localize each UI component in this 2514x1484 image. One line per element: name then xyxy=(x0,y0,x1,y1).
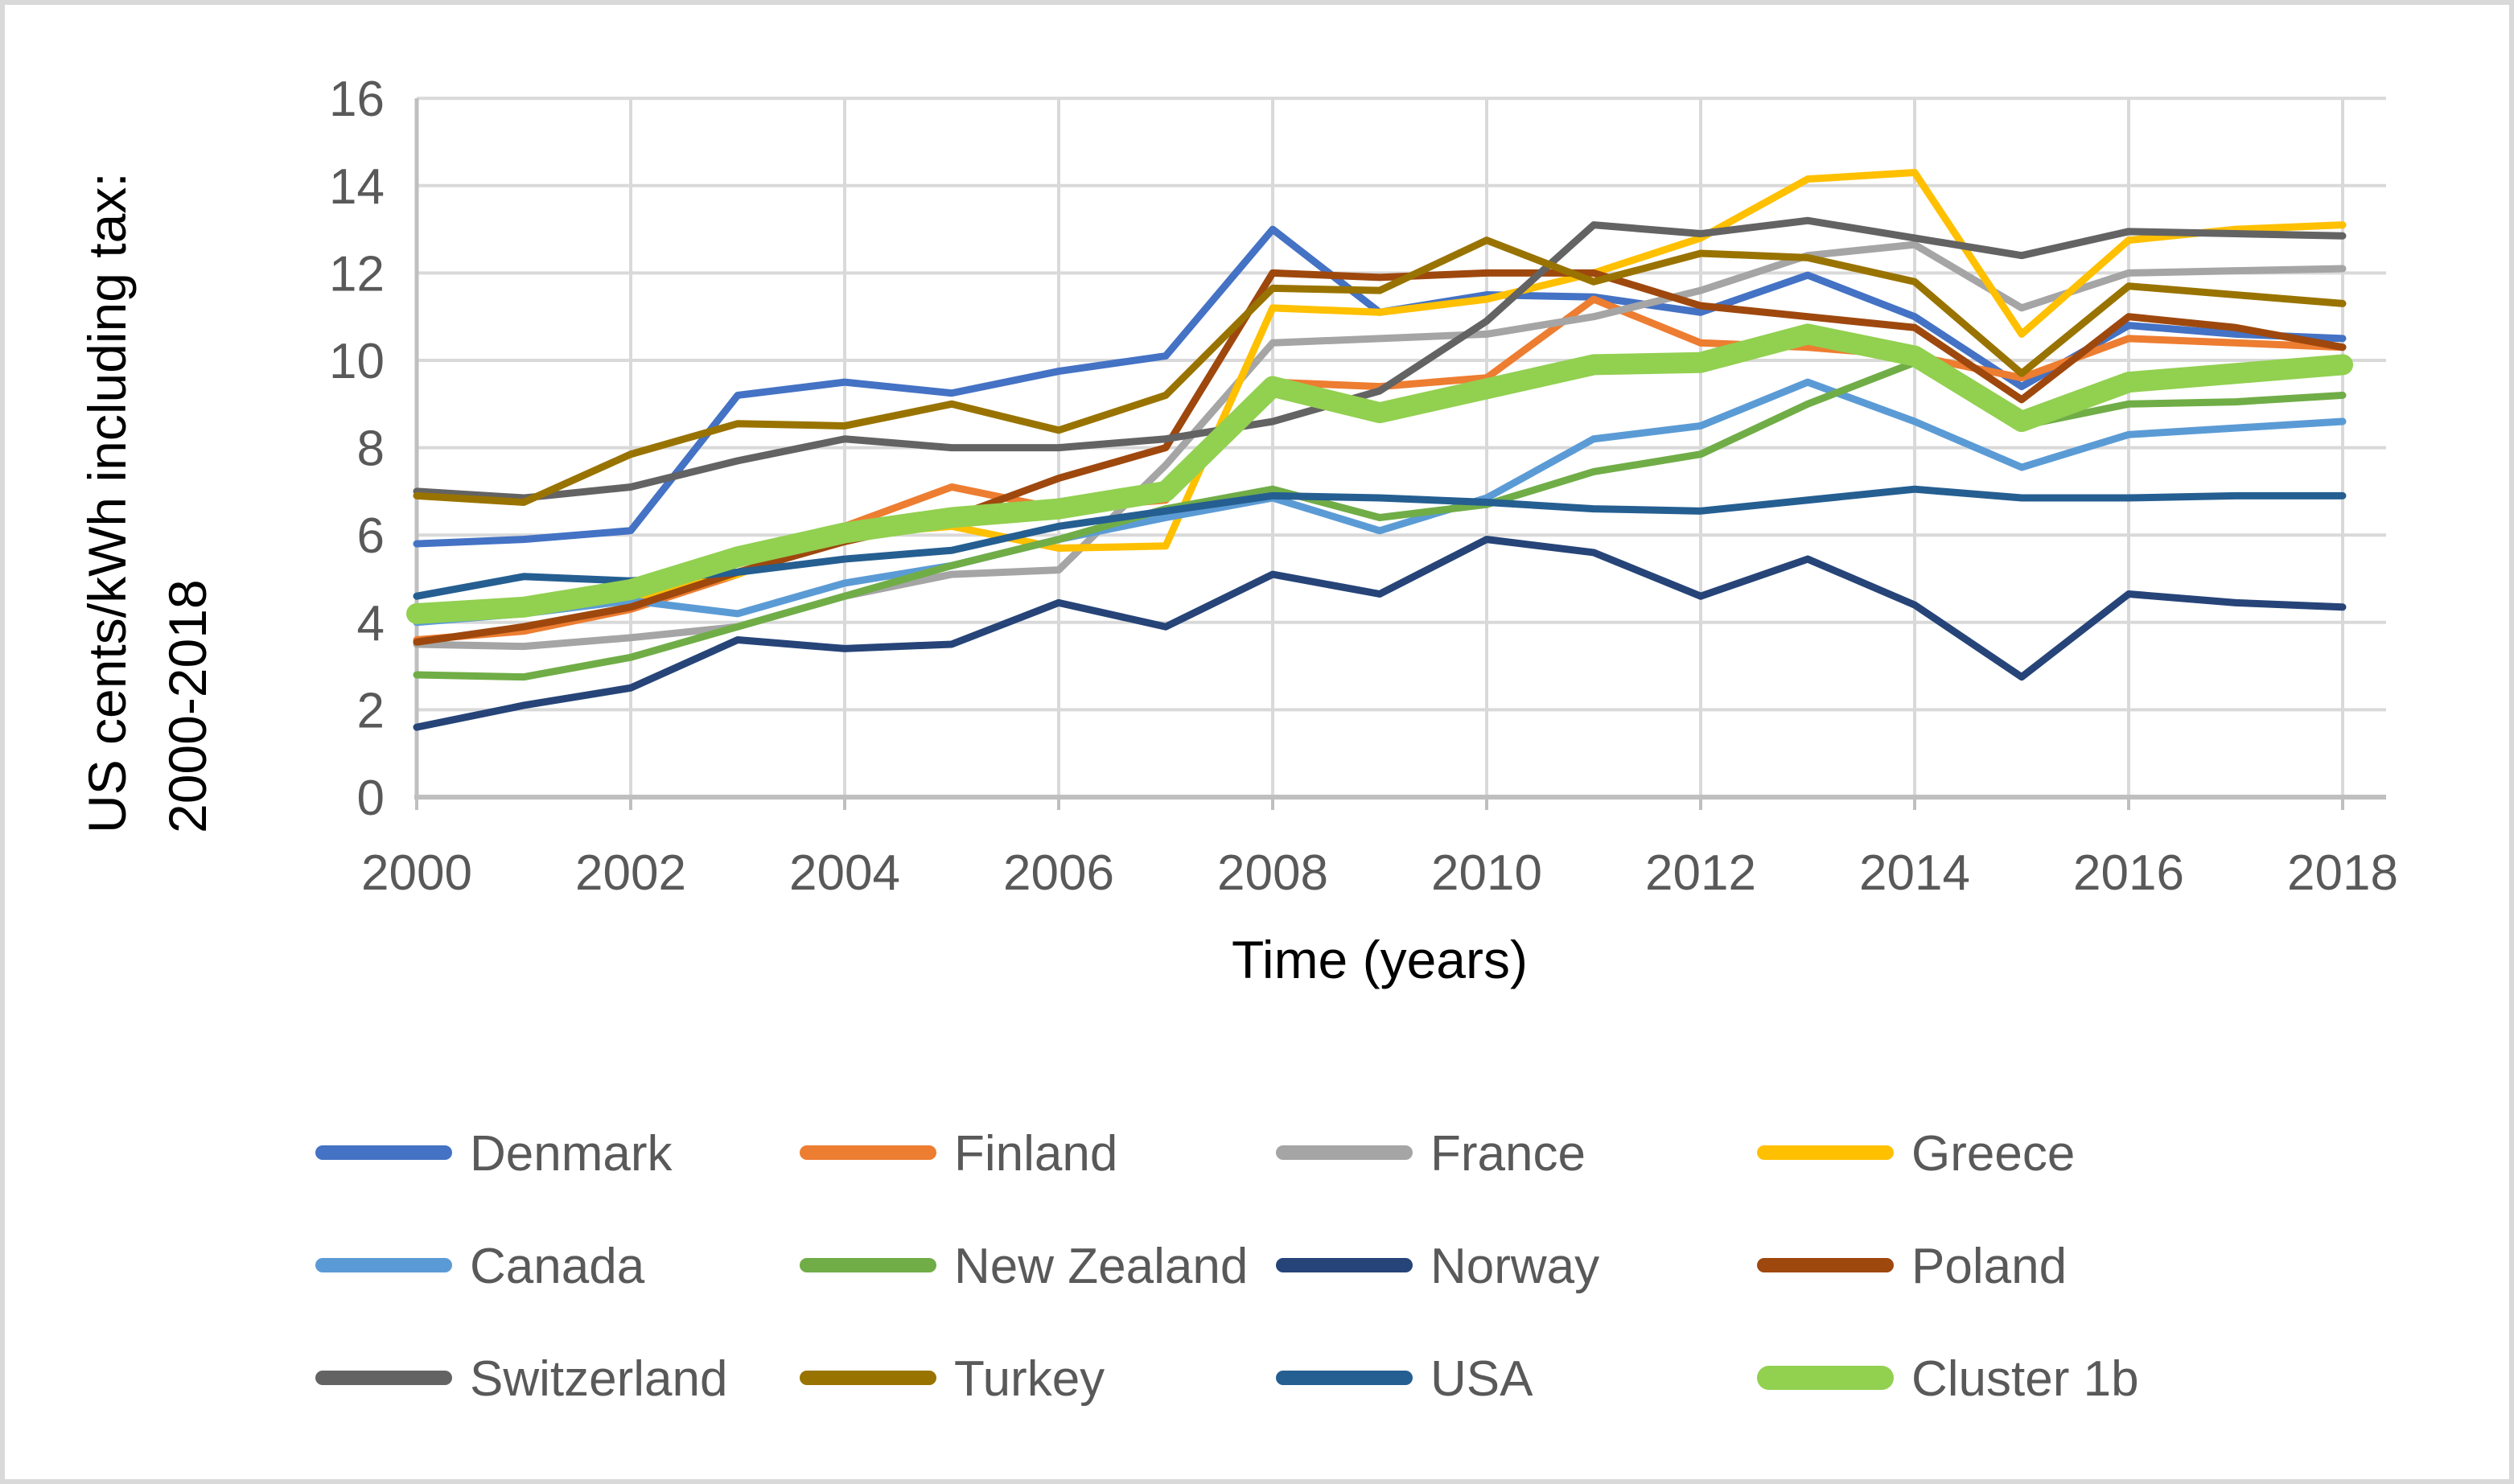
legend-label-norway: Norway xyxy=(1430,1239,1599,1294)
y-tick-label-10: 10 xyxy=(329,334,385,389)
legend-swatch-cluster-1b xyxy=(1757,1366,1894,1390)
legend: Denmark Finland France Greece Canada New Zeal… xyxy=(315,1126,2139,1407)
line-chart: 0 2 4 6 8 10 12 14 16 2000 2002 2004 2006 2008 2010 201… xyxy=(77,72,2398,1407)
legend-item-canada[interactable]: Canada xyxy=(315,1239,645,1294)
legend-label-finland: Finland xyxy=(954,1126,1117,1182)
series-line-switzerland[interactable] xyxy=(413,216,2347,502)
legend-swatch-poland xyxy=(1757,1258,1894,1272)
x-tick-label-2012: 2012 xyxy=(1645,845,1756,901)
x-tick-label-2004: 2004 xyxy=(789,845,900,901)
legend-label-usa: USA xyxy=(1430,1351,1533,1407)
legend-item-norway[interactable]: Norway xyxy=(1276,1239,1599,1294)
legend-swatch-switzerland xyxy=(315,1371,452,1385)
x-tick-label-2010: 2010 xyxy=(1431,845,1542,901)
legend-item-cluster-1b[interactable]: Cluster 1b xyxy=(1757,1351,2139,1407)
legend-swatch-finland xyxy=(800,1145,936,1160)
legend-swatch-norway xyxy=(1276,1258,1413,1272)
legend-swatch-denmark xyxy=(315,1145,452,1160)
series-line-turkey[interactable] xyxy=(413,236,2347,506)
legend-label-canada: Canada xyxy=(470,1239,645,1294)
x-tick-label-2000: 2000 xyxy=(361,845,472,901)
legend-item-finland[interactable]: Finland xyxy=(800,1126,1117,1182)
legend-item-denmark[interactable]: Denmark xyxy=(315,1126,673,1182)
axes xyxy=(414,98,2386,810)
legend-label-new-zealand: New Zealand xyxy=(954,1239,1248,1294)
y-tick-label-14: 14 xyxy=(329,159,385,215)
legend-item-turkey[interactable]: Turkey xyxy=(800,1351,1105,1407)
legend-item-france[interactable]: France xyxy=(1276,1126,1586,1182)
legend-swatch-new-zealand xyxy=(800,1258,936,1272)
legend-swatch-greece xyxy=(1757,1145,1894,1160)
legend-item-switzerland[interactable]: Switzerland xyxy=(315,1351,727,1407)
legend-item-poland[interactable]: Poland xyxy=(1757,1239,2067,1294)
legend-item-new-zealand[interactable]: New Zealand xyxy=(800,1239,1248,1294)
x-axis-title: Time (years) xyxy=(1232,930,1528,989)
x-tick-label-2018: 2018 xyxy=(2287,845,2398,901)
legend-label-greece: Greece xyxy=(1911,1126,2075,1182)
series-line-cluster-1b[interactable] xyxy=(406,323,2353,624)
y-tick-label-4: 4 xyxy=(357,596,385,652)
legend-label-france: France xyxy=(1430,1126,1586,1182)
x-tick-label-2006: 2006 xyxy=(1003,845,1114,901)
axis-tick-labels: 0 2 4 6 8 10 12 14 16 2000 2002 2004 2006 2008 2010 201… xyxy=(329,72,2398,901)
y-tick-label-6: 6 xyxy=(357,508,385,564)
x-tick-label-2008: 2008 xyxy=(1217,845,1328,901)
x-tick-label-2014: 2014 xyxy=(1859,845,1970,901)
series-line-canada[interactable] xyxy=(413,378,2347,627)
y-tick-label-16: 16 xyxy=(329,72,385,127)
legend-item-greece[interactable]: Greece xyxy=(1757,1126,2075,1182)
legend-item-usa[interactable]: USA xyxy=(1276,1351,1533,1407)
legend-label-poland: Poland xyxy=(1911,1239,2067,1294)
legend-label-denmark: Denmark xyxy=(470,1126,673,1182)
legend-swatch-turkey xyxy=(800,1371,936,1385)
series-line-norway[interactable] xyxy=(413,536,2347,731)
legend-swatch-usa xyxy=(1276,1371,1413,1385)
series-line-usa[interactable] xyxy=(413,485,2347,600)
y-tick-label-8: 8 xyxy=(357,421,385,477)
y-tick-label-2: 2 xyxy=(357,683,385,738)
legend-label-switzerland: Switzerland xyxy=(470,1351,727,1407)
legend-swatch-canada xyxy=(315,1258,452,1272)
x-tick-label-2016: 2016 xyxy=(2073,845,2184,901)
legend-label-cluster-1b: Cluster 1b xyxy=(1911,1351,2139,1407)
y-tick-label-12: 12 xyxy=(329,246,385,302)
y-axis-title: US cents/kWh including tax: 2000-2018 xyxy=(77,158,217,833)
legend-label-turkey: Turkey xyxy=(954,1351,1105,1407)
x-tick-label-2002: 2002 xyxy=(575,845,686,901)
y-tick-label-0: 0 xyxy=(357,771,385,826)
series-lines xyxy=(406,169,2353,731)
legend-swatch-france xyxy=(1276,1145,1413,1160)
